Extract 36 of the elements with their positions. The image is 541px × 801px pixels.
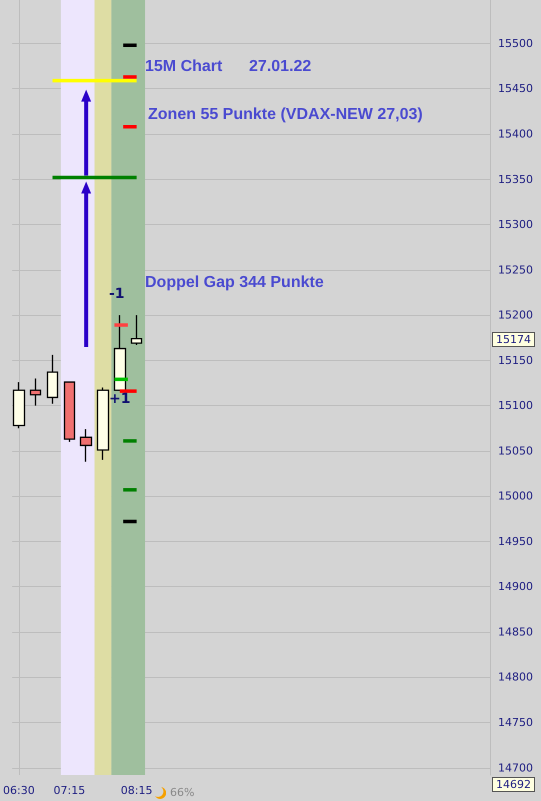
y-tick-label: 14950 <box>498 534 533 548</box>
y-tick-label: 15400 <box>498 127 533 140</box>
y-tick-label: 15250 <box>498 263 533 276</box>
y-tick-label: 15000 <box>498 490 533 503</box>
text: 66% <box>170 786 194 799</box>
annotation: +1 <box>109 391 130 407</box>
candlestick <box>12 381 26 429</box>
y-tick-label: 15100 <box>498 399 533 412</box>
x-tick-label: 07:15 <box>53 784 86 797</box>
candlestick <box>46 354 58 404</box>
candlestick <box>96 386 110 461</box>
text: 14692 <box>492 777 535 792</box>
y-tick-label: 15150 <box>498 354 533 367</box>
annotation: -1 <box>109 286 125 302</box>
candlestick <box>30 378 42 406</box>
text: 15174 <box>492 332 535 347</box>
text: 15M Chart 27.01.22 <box>145 58 312 76</box>
y-tick-label: 14750 <box>498 716 533 729</box>
text: Zonen 55 Punkte (VDAX-NEW 27,03) <box>148 106 423 124</box>
y-tick-label: 15350 <box>498 172 533 186</box>
y-tick-label: 15300 <box>498 218 533 232</box>
candlestick <box>130 314 142 346</box>
y-tick-label: 15450 <box>498 82 533 96</box>
x-tick-label: 06:30 <box>3 784 35 797</box>
candlestick <box>114 314 126 391</box>
y-tick-label: 15500 <box>498 36 533 50</box>
y-tick-label: 14800 <box>498 670 533 684</box>
y-tick-label: 15200 <box>498 308 533 322</box>
y-tick-label: 15050 <box>498 444 533 458</box>
candlestick <box>64 381 76 442</box>
y-tick-label: 14700 <box>498 761 533 774</box>
x-tick-label: 08:15 <box>120 784 152 797</box>
y-tick-label: 14850 <box>498 625 533 638</box>
y-tick-label: 14900 <box>498 580 533 594</box>
annotation: Doppel Gap 344 Punkte <box>145 274 324 292</box>
candlestick <box>80 428 92 462</box>
